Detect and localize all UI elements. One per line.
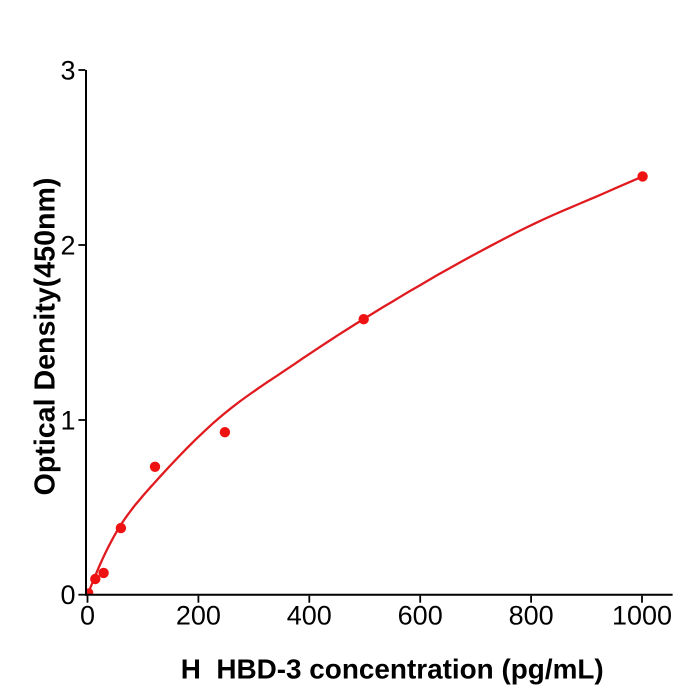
svg-text:1000: 1000 xyxy=(612,600,672,630)
svg-text:Optical Density(450nm): Optical Density(450nm) xyxy=(30,178,62,496)
svg-text:600: 600 xyxy=(398,600,443,630)
svg-text:3: 3 xyxy=(60,56,75,86)
svg-text:400: 400 xyxy=(287,600,332,630)
svg-text:1: 1 xyxy=(60,406,75,436)
svg-text:200: 200 xyxy=(176,600,221,630)
svg-text:0: 0 xyxy=(80,600,95,630)
svg-text:H HBD-3 concentration (pg/mL): H HBD-3 concentration (pg/mL) xyxy=(181,653,604,684)
svg-text:0: 0 xyxy=(60,580,75,610)
svg-text:2: 2 xyxy=(60,231,75,261)
svg-text:800: 800 xyxy=(509,600,554,630)
